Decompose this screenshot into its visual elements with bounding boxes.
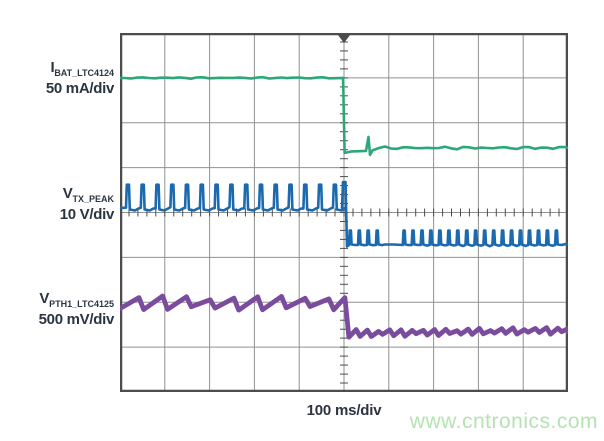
timebase-label: 100 ms/div [306, 402, 382, 419]
channel-symbol: V [39, 290, 50, 307]
channel-scale-vtx: 10 V/div [59, 206, 115, 223]
scope-plot-area [120, 33, 568, 392]
channel-subscript: BAT_LTC4124 [54, 68, 114, 78]
channel-scale-ibat: 50 mA/div [45, 80, 114, 97]
channel-label-vpth1-ltc4125: VPTH1_LTC4125 500 mV/div [0, 291, 115, 328]
channel-subscript: PTH1_LTC4125 [49, 299, 114, 309]
channel-label-ibat-ltc4124: IBAT_LTC4124 50 mA/div [0, 60, 114, 97]
channel-name-vpth1: VPTH1_LTC4125 [0, 291, 114, 312]
channel-label-vtx-peak: VTX_PEAK 10 V/div [0, 186, 115, 223]
watermark-text: www.cntronics.com [409, 410, 598, 433]
channel-symbol: V [62, 185, 73, 202]
channel-name-vtx: VTX_PEAK [0, 186, 114, 207]
channel-scale-vpth1: 500 mV/div [38, 311, 115, 328]
channel-symbol: I [50, 59, 55, 76]
channel-subscript: TX_PEAK [72, 194, 114, 204]
channel-name-ibat: IBAT_LTC4124 [0, 60, 114, 81]
waveform-canvas [120, 33, 568, 392]
